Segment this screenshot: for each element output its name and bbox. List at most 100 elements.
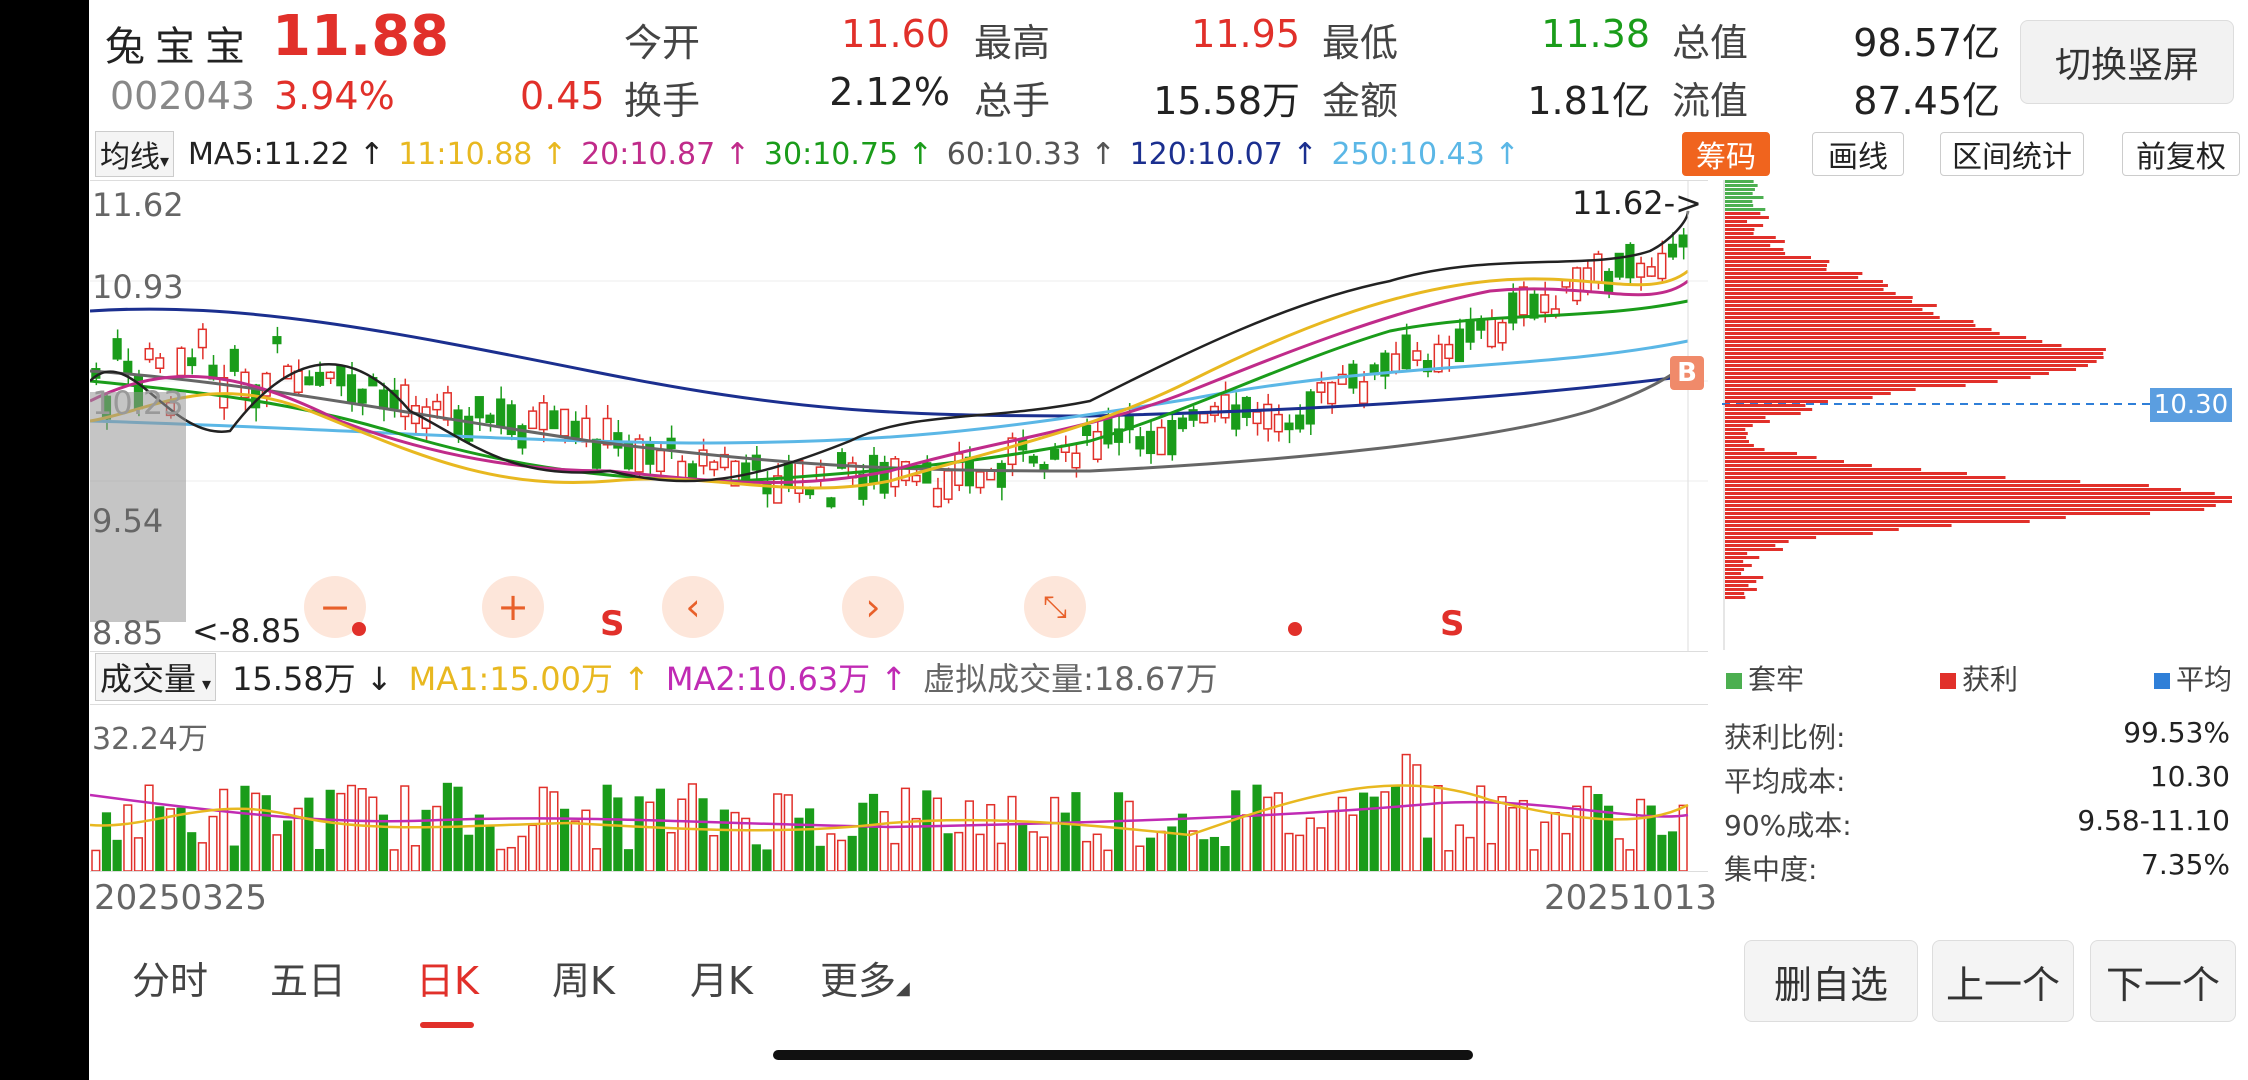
volume-bar bbox=[1540, 821, 1550, 872]
candle-body bbox=[293, 370, 303, 393]
candle-body bbox=[304, 376, 314, 386]
volume-bar bbox=[1518, 799, 1528, 872]
candle-body bbox=[602, 417, 612, 446]
change-percent: 3.94% bbox=[274, 74, 395, 118]
quote-label-total-mv: 总值 bbox=[1672, 21, 1749, 65]
chip-bar bbox=[1725, 384, 1966, 387]
volume-bar bbox=[101, 812, 112, 872]
volume-selector[interactable]: 成交量 ▾ bbox=[95, 653, 217, 701]
candle-body bbox=[272, 336, 282, 345]
chip-bar bbox=[1725, 300, 1913, 303]
draw-line-button[interactable]: 画线 bbox=[1812, 132, 1904, 176]
quote-value-amount: 1.81亿 bbox=[1527, 79, 1650, 123]
candle-body bbox=[1295, 414, 1305, 430]
chip-bar bbox=[1725, 372, 2049, 375]
candle-body bbox=[1572, 267, 1582, 302]
volume-bar bbox=[1327, 811, 1337, 872]
volume-bar bbox=[1561, 832, 1571, 872]
chip-bar bbox=[1725, 320, 1974, 323]
volume-chart[interactable] bbox=[89, 704, 1708, 872]
date-end: 20251013 bbox=[1544, 878, 1718, 918]
ma5-line bbox=[89, 210, 1690, 483]
adjust-button[interactable]: 前复权 bbox=[2122, 132, 2240, 176]
signal-dot bbox=[1288, 622, 1302, 636]
volume-bar bbox=[1422, 837, 1433, 872]
switch-portrait-button[interactable]: 切换竖屏 bbox=[2020, 20, 2234, 104]
ma-selector-label: 均线 bbox=[100, 140, 160, 175]
range-stats-button[interactable]: 区间统计 bbox=[1940, 132, 2084, 176]
chip-bar bbox=[1725, 380, 1998, 383]
volume-bar bbox=[1082, 840, 1092, 872]
chip-bar bbox=[1725, 356, 2104, 359]
volume-bar bbox=[1124, 800, 1134, 872]
chip-bar bbox=[1725, 492, 2215, 495]
chip-bar bbox=[1725, 452, 1798, 455]
home-indicator[interactable] bbox=[773, 1050, 1473, 1060]
zoom-in-button[interactable]: + bbox=[482, 576, 544, 638]
ma-selector[interactable]: 均线▾ bbox=[95, 131, 175, 177]
chip-bar bbox=[1725, 260, 1830, 263]
remove-watchlist-button[interactable]: 删自选 bbox=[1744, 940, 1918, 1022]
volume-bar bbox=[346, 784, 357, 872]
previous-stock-button[interactable]: 上一个 bbox=[1932, 940, 2074, 1022]
tab-intraday[interactable]: 分时 bbox=[132, 959, 209, 1003]
quote-label-open: 今开 bbox=[624, 21, 701, 65]
volume-bar bbox=[783, 794, 793, 872]
candle-body bbox=[155, 357, 165, 369]
chip-bar bbox=[1725, 316, 1940, 319]
candle-body bbox=[1529, 293, 1539, 319]
caret-down-icon: ▾ bbox=[160, 151, 170, 172]
candle-body bbox=[1433, 343, 1443, 373]
quote-label-turnover: 换手 bbox=[624, 79, 701, 123]
chip-bar bbox=[1725, 564, 1752, 567]
volume-bar bbox=[1071, 792, 1081, 872]
volume-bar bbox=[1039, 836, 1049, 872]
candle-body bbox=[1220, 394, 1230, 419]
ma60-line bbox=[89, 360, 1690, 473]
chip-histogram bbox=[1722, 180, 2248, 650]
volume-bar bbox=[868, 793, 879, 872]
tab-daily-k[interactable]: 日K bbox=[416, 959, 479, 1003]
quote-value-volume: 15.58万 bbox=[1153, 79, 1300, 123]
kline-chart[interactable] bbox=[89, 180, 1708, 652]
volume-bar bbox=[1657, 834, 1667, 872]
chip-button[interactable]: 筹码 bbox=[1682, 132, 1770, 176]
volume-bar bbox=[1497, 796, 1507, 872]
candle-body bbox=[655, 449, 666, 473]
volume-bar bbox=[762, 849, 772, 872]
candle-body bbox=[496, 398, 506, 427]
scroll-left-button[interactable]: ‹ bbox=[662, 576, 724, 638]
candle-body bbox=[1401, 334, 1411, 370]
candle-body bbox=[1284, 422, 1294, 431]
chip-bar bbox=[1725, 388, 1916, 391]
tab-monthly-k[interactable]: 月K bbox=[690, 959, 753, 1003]
next-stock-button[interactable]: 下一个 bbox=[2090, 940, 2236, 1022]
tab-weekly-k[interactable]: 周K bbox=[552, 959, 615, 1003]
candle-body bbox=[986, 470, 996, 481]
chip-bar bbox=[1725, 592, 1745, 595]
volume-bar bbox=[751, 844, 761, 872]
ma120-line bbox=[89, 307, 1689, 418]
chip-bar bbox=[1725, 272, 1863, 275]
scroll-right-button[interactable]: › bbox=[842, 576, 904, 638]
chip-bar bbox=[1725, 308, 1923, 311]
chip-bar bbox=[1725, 224, 1764, 227]
candle-body bbox=[1167, 419, 1177, 456]
tab-more[interactable]: 更多◢ bbox=[820, 950, 910, 1005]
chip-bar bbox=[1725, 412, 1801, 415]
drag-handle-overlay[interactable] bbox=[90, 392, 186, 622]
candle-body bbox=[751, 454, 761, 471]
candle-body bbox=[176, 347, 186, 377]
tab-five-day[interactable]: 五日 bbox=[270, 959, 347, 1003]
volume-bar bbox=[336, 792, 346, 872]
collapse-button[interactable]: ⤡ bbox=[1024, 576, 1086, 638]
volume-bar bbox=[964, 800, 974, 872]
chip-bar bbox=[1725, 548, 1783, 551]
chevron-right-icon: › bbox=[865, 585, 881, 629]
chip-bar bbox=[1725, 584, 1749, 587]
chip-distribution[interactable] bbox=[1722, 180, 2248, 650]
volume-bar bbox=[1604, 805, 1614, 872]
legend-trapped: 套牢 bbox=[1726, 658, 1804, 698]
chip-bar bbox=[1725, 404, 1806, 407]
volume-bar bbox=[655, 788, 666, 872]
